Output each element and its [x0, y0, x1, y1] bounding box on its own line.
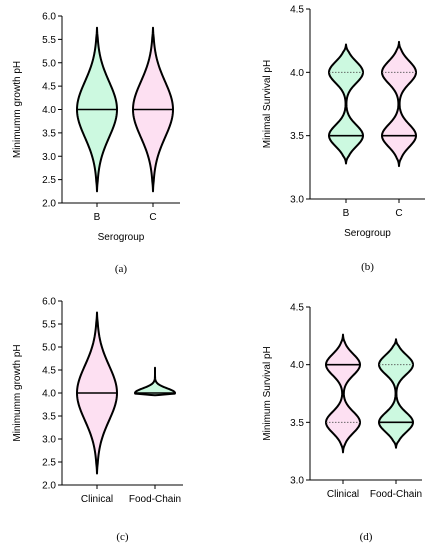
y-tick-label: 4.0	[42, 105, 56, 116]
y-tick-label: 3.0	[290, 476, 304, 487]
violin-clinical	[325, 333, 361, 454]
panel-label: (d)	[360, 531, 373, 543]
y-axis-title: Minimal Survival pH	[262, 60, 273, 148]
x-tick-label: B	[343, 208, 350, 219]
y-tick-label: 2.0	[42, 481, 56, 492]
x-tick-label: Clinical	[81, 494, 113, 505]
violin-food-chain	[134, 366, 176, 397]
y-tick-label: 4.0	[290, 68, 304, 79]
y-tick-label: 3.5	[290, 131, 304, 142]
y-tick-label: 6.0	[42, 297, 56, 308]
x-tick-label: Food-Chain	[129, 494, 181, 505]
x-tick-label: B	[94, 212, 101, 223]
y-axis-title: Minimum Survival pH	[262, 346, 273, 440]
panel-c: 2.0 2.5 3.0 3.5 4.0 4.5 5.0 5.5 6.0 Minimumm grow…	[12, 297, 183, 543]
x-tick-label: C	[395, 208, 402, 219]
violin-c	[381, 40, 417, 168]
y-tick-label: 6.0	[42, 12, 56, 23]
violin-b	[328, 43, 364, 165]
panel-a: 2.0 2.5 3.0 3.5 4.0 4.5 5.0 5.5 6.0 Minimumm grow…	[12, 12, 180, 275]
y-tick-label: 3.5	[42, 128, 56, 139]
panel-label: (b)	[361, 261, 374, 273]
y-tick-label: 2.5	[42, 175, 56, 186]
panel-label: (c)	[116, 531, 129, 543]
y-axis-title: Minimumm growth pH	[12, 61, 23, 158]
y-tick-label: 2.5	[42, 458, 56, 469]
y-tick-label: 3.0	[42, 435, 56, 446]
x-axis-title: Serogroup	[344, 228, 391, 239]
y-tick-label: 5.5	[42, 35, 56, 46]
y-tick-label: 4.5	[290, 303, 304, 314]
y-tick-label: 3.5	[290, 418, 304, 429]
panel-d: 3.0 3.5 4.0 4.5 Minimum Survival pH Clinical F…	[262, 303, 422, 544]
y-tick-label: 4.5	[290, 5, 304, 16]
y-tick-label: 3.5	[42, 412, 56, 423]
y-tick-label: 4.5	[42, 82, 56, 93]
panel-label: (a)	[115, 263, 128, 275]
panel-b: 3.0 3.5 4.0 4.5 Minimal Survival pH B C Serogro…	[262, 5, 425, 273]
x-tick-label: Food-Chain	[370, 489, 422, 500]
y-axis-title: Minimumm growth pH	[12, 344, 23, 441]
x-tick-label: Clinical	[327, 489, 359, 500]
y-tick-label: 3.0	[290, 195, 304, 206]
y-tick-label: 5.5	[42, 320, 56, 331]
violin-food-chain	[378, 338, 414, 449]
y-tick-label: 2.0	[42, 199, 56, 210]
y-tick-label: 3.0	[42, 152, 56, 163]
y-tick-label: 4.0	[42, 389, 56, 400]
y-tick-label: 4.0	[290, 360, 304, 371]
y-tick-label: 4.5	[42, 366, 56, 377]
x-tick-label: C	[149, 212, 156, 223]
y-tick-label: 5.0	[42, 58, 56, 69]
x-axis-title: Serogroup	[98, 232, 145, 243]
y-tick-label: 5.0	[42, 343, 56, 354]
